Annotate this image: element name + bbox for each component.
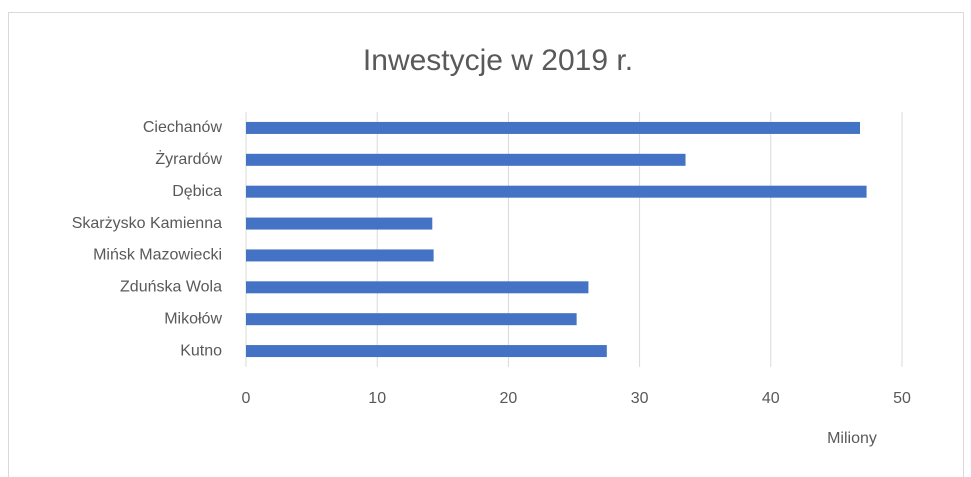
- y-tick-label: Skarżysko Kamienna: [72, 215, 222, 232]
- y-tick-label: Żyrardów: [155, 149, 222, 168]
- bar: [246, 281, 589, 294]
- x-tick-label: 20: [500, 390, 518, 407]
- bar: [246, 249, 434, 262]
- bar: [246, 153, 686, 166]
- y-tick-label: Mińsk Mazowiecki: [93, 247, 222, 264]
- bar: [246, 121, 861, 134]
- y-tick-label: Dębica: [172, 183, 222, 200]
- chart-title: Inwestycje w 2019 r.: [363, 44, 633, 77]
- bar: [246, 313, 577, 326]
- x-tick-label: 50: [893, 390, 911, 407]
- bar: [246, 217, 433, 230]
- x-tick-label: 30: [631, 390, 649, 407]
- x-tick-label: 0: [242, 390, 251, 407]
- chart-frame: [8, 12, 964, 477]
- y-tick-label: Mikołów: [164, 310, 222, 327]
- y-tick-label: Zduńska Wola: [120, 279, 222, 296]
- x-tick-label: 40: [762, 390, 780, 407]
- y-tick-label: Ciechanów: [143, 119, 223, 136]
- x-axis-title: Miliony: [827, 430, 877, 447]
- bar: [246, 185, 867, 198]
- bar: [246, 345, 607, 358]
- y-tick-label: Kutno: [180, 342, 222, 359]
- x-tick-label: 10: [368, 390, 386, 407]
